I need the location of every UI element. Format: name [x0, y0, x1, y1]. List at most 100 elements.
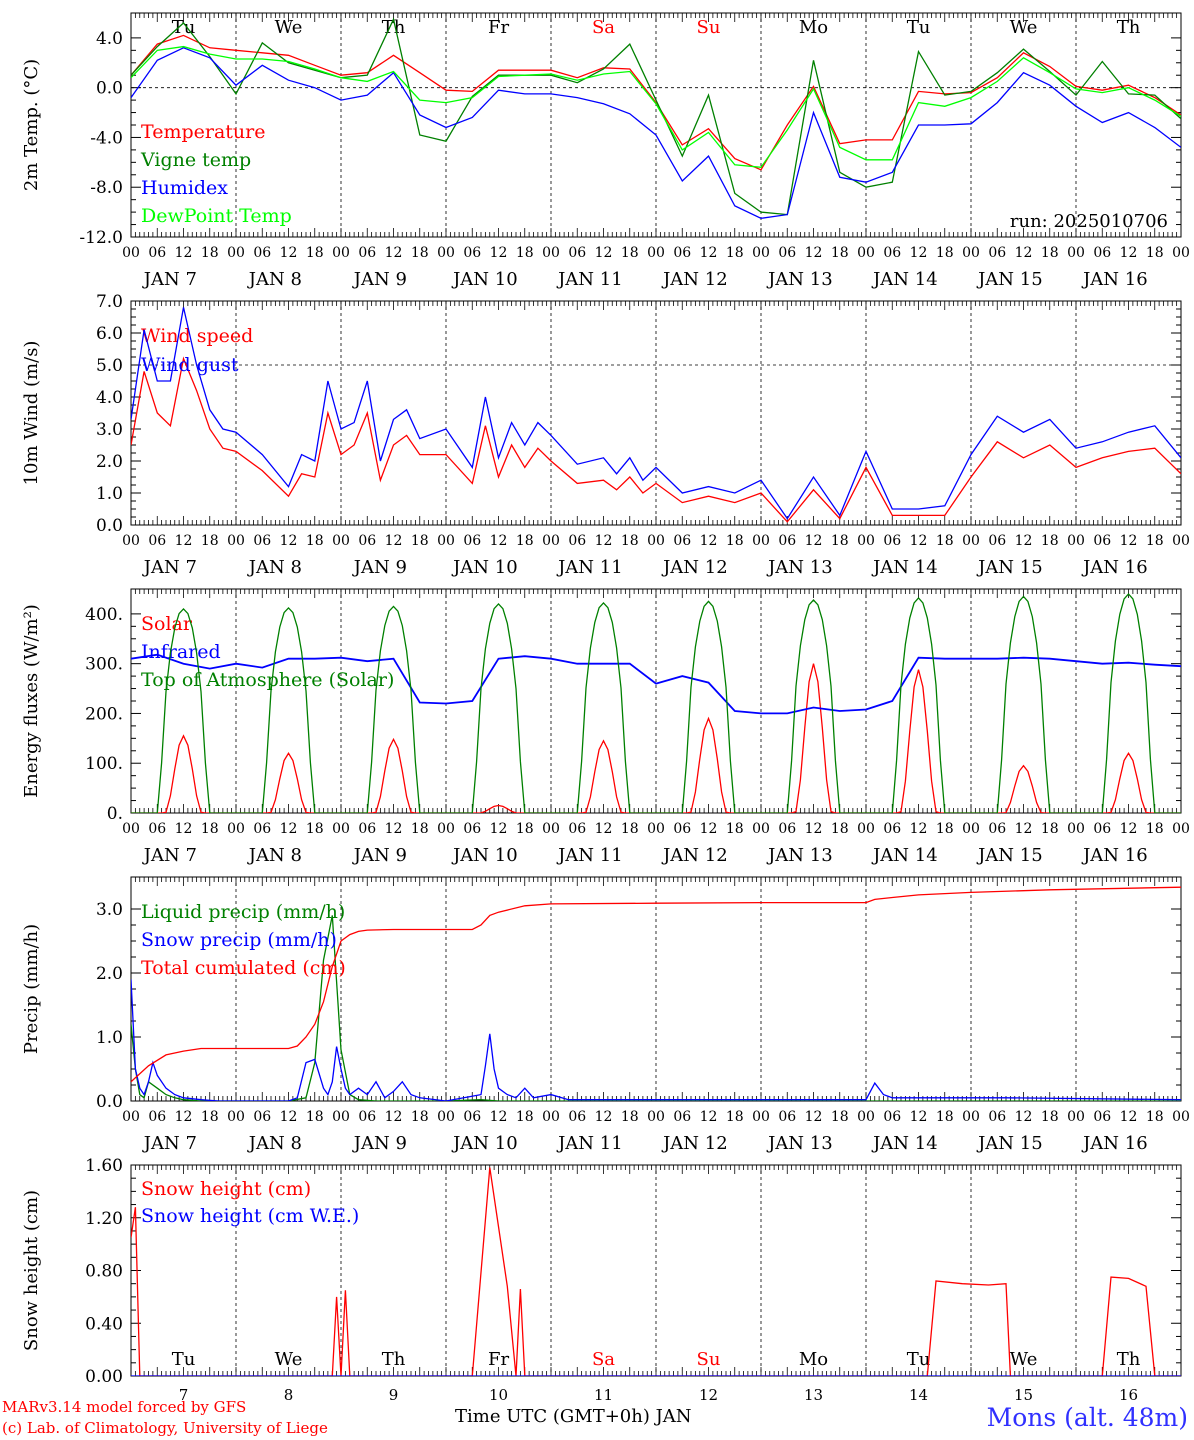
hour-tick-label: 18	[411, 1109, 429, 1125]
day-number-label: 9	[389, 1386, 399, 1404]
series-line-top-of-atmosphere-solar-	[131, 593, 1181, 813]
y-tick-label: 1.60	[85, 1156, 123, 1176]
series-line-vigne-temp	[131, 17, 1181, 216]
hour-tick-label: 00	[857, 245, 875, 261]
panel-frame	[130, 300, 1182, 526]
hour-tick-label: 00	[332, 821, 350, 837]
hour-tick-label: 18	[621, 1109, 639, 1125]
day-label: JAN 12	[661, 269, 728, 290]
hour-tick-label: 06	[463, 821, 481, 837]
hour-tick-label: 00	[1067, 1109, 1085, 1125]
weekday-label: Tu	[172, 1349, 196, 1370]
y-tick-label: 0.40	[85, 1314, 123, 1334]
hour-tick-label: 18	[726, 1109, 744, 1125]
hour-tick-label: 12	[1120, 245, 1138, 261]
hour-tick-label: 18	[516, 533, 534, 549]
hour-tick-label: 06	[778, 245, 796, 261]
series-line-infrared	[131, 653, 1181, 715]
hour-tick-label: 06	[148, 533, 166, 549]
hour-tick-label: 12	[280, 1109, 298, 1125]
hour-tick-label: 06	[358, 245, 376, 261]
hour-tick-label: 00	[857, 533, 875, 549]
day-label: JAN 8	[247, 269, 302, 290]
hour-tick-label: 06	[673, 821, 691, 837]
day-number-label: 16	[1119, 1386, 1138, 1404]
day-label: JAN 7	[142, 1133, 197, 1154]
hour-tick-label: 12	[595, 245, 613, 261]
hour-tick-label: 06	[568, 821, 586, 837]
hour-tick-label: 00	[332, 245, 350, 261]
hour-tick-label: 12	[490, 1109, 508, 1125]
hour-tick-label: 18	[1146, 1109, 1164, 1125]
day-number-label: 12	[699, 1386, 718, 1404]
hour-tick-label: 18	[1041, 245, 1059, 261]
day-label: JAN 11	[556, 269, 623, 290]
hour-tick-label: 12	[1015, 533, 1033, 549]
weekday-label: Fr	[488, 1349, 509, 1370]
y-tick-label: 200.	[85, 704, 123, 724]
series-line-wind-speed	[131, 356, 1181, 523]
hour-tick-label: 18	[831, 533, 849, 549]
model-credit: MARv3.14 model forced by GFS	[2, 1398, 247, 1416]
hour-tick-label: 00	[857, 1109, 875, 1125]
hour-tick-label: 06	[568, 1109, 586, 1125]
hour-tick-label: 12	[385, 533, 403, 549]
y-axis-label: 10m Wind (m/s)	[21, 341, 42, 486]
day-number-label: 8	[284, 1386, 294, 1404]
day-label: JAN 14	[871, 845, 938, 866]
hour-tick-label: 12	[700, 533, 718, 549]
series-line-humidex	[131, 47, 1181, 219]
day-label: JAN 16	[1081, 1133, 1148, 1154]
y-tick-label: 0.0	[96, 1092, 123, 1112]
day-label: JAN 11	[556, 1133, 623, 1154]
y-axis-label: 2m Temp. (°C)	[21, 59, 42, 191]
day-number-label: 7	[179, 1386, 189, 1404]
hour-tick-label: 00	[1172, 245, 1190, 261]
day-label: JAN 10	[451, 1133, 518, 1154]
y-tick-label: 1.20	[85, 1209, 123, 1229]
hour-tick-label: 00	[752, 1109, 770, 1125]
day-label: JAN 8	[247, 1133, 302, 1154]
day-label: JAN 8	[247, 845, 302, 866]
hour-tick-label: 12	[805, 533, 823, 549]
day-label: JAN 7	[142, 269, 197, 290]
hour-tick-label: 00	[647, 1109, 665, 1125]
hour-tick-label: 06	[253, 821, 271, 837]
hour-tick-label: 12	[175, 1109, 193, 1125]
legend-entry: Temperature	[141, 121, 265, 143]
series-line-dewpoint-temp	[131, 45, 1181, 168]
weekday-label: Su	[697, 1349, 721, 1370]
day-label: JAN 7	[142, 557, 197, 578]
hour-tick-label: 00	[1172, 1109, 1190, 1125]
hour-tick-label: 12	[385, 245, 403, 261]
y-tick-label: 0.	[107, 804, 123, 824]
hour-tick-label: 06	[148, 1109, 166, 1125]
weekday-label: Th	[1117, 1349, 1141, 1370]
y-tick-label: 1.0	[96, 484, 123, 504]
hour-tick-label: 12	[1120, 533, 1138, 549]
hour-tick-label: 06	[253, 245, 271, 261]
hour-tick-label: 06	[988, 245, 1006, 261]
hour-tick-label: 18	[306, 245, 324, 261]
legend-entry: Solar	[141, 613, 193, 635]
hour-tick-label: 18	[411, 821, 429, 837]
hour-tick-label: 06	[148, 821, 166, 837]
lab-credit: (c) Lab. of Climatology, University of L…	[2, 1419, 328, 1437]
y-tick-label: 0.0	[96, 79, 123, 99]
hour-tick-label: 12	[1120, 821, 1138, 837]
hour-tick-label: 18	[201, 533, 219, 549]
legend-entry: Vigne temp	[140, 149, 251, 171]
hour-tick-label: 18	[936, 533, 954, 549]
hour-tick-label: 00	[1067, 533, 1085, 549]
y-axis-label: Energy fluxes (W/m²)	[21, 604, 42, 798]
day-label: JAN 16	[1081, 269, 1148, 290]
weekday-label: We	[275, 1349, 303, 1370]
y-tick-label: 7.0	[96, 292, 123, 312]
panel-frame	[130, 588, 1182, 814]
hour-tick-label: 00	[542, 245, 560, 261]
hour-tick-label: 18	[201, 245, 219, 261]
hour-tick-label: 00	[962, 245, 980, 261]
day-label: JAN 13	[766, 269, 833, 290]
hour-tick-label: 12	[385, 821, 403, 837]
weekday-label: We	[1010, 17, 1038, 38]
